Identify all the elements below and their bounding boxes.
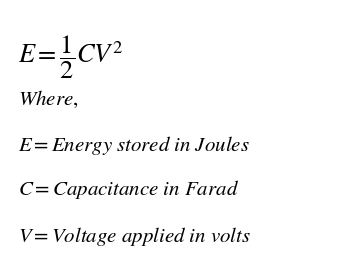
Text: $E = \dfrac{1}{2}CV^2$: $E = \dfrac{1}{2}CV^2$ <box>18 34 124 81</box>
Text: $V = \mathit{Voltage\ applied\ in\ volts}$: $V = \mathit{Voltage\ applied\ in\ volts… <box>18 225 251 248</box>
Text: $\mathit{Where,}$: $\mathit{Where,}$ <box>18 89 78 110</box>
Text: $E = \mathit{Energy\ stored\ in\ Joules}$: $E = \mathit{Energy\ stored\ in\ Joules}… <box>18 134 250 157</box>
Text: $C = \mathit{Capacitance\ in\ Farad}$: $C = \mathit{Capacitance\ in\ Farad}$ <box>18 178 239 201</box>
